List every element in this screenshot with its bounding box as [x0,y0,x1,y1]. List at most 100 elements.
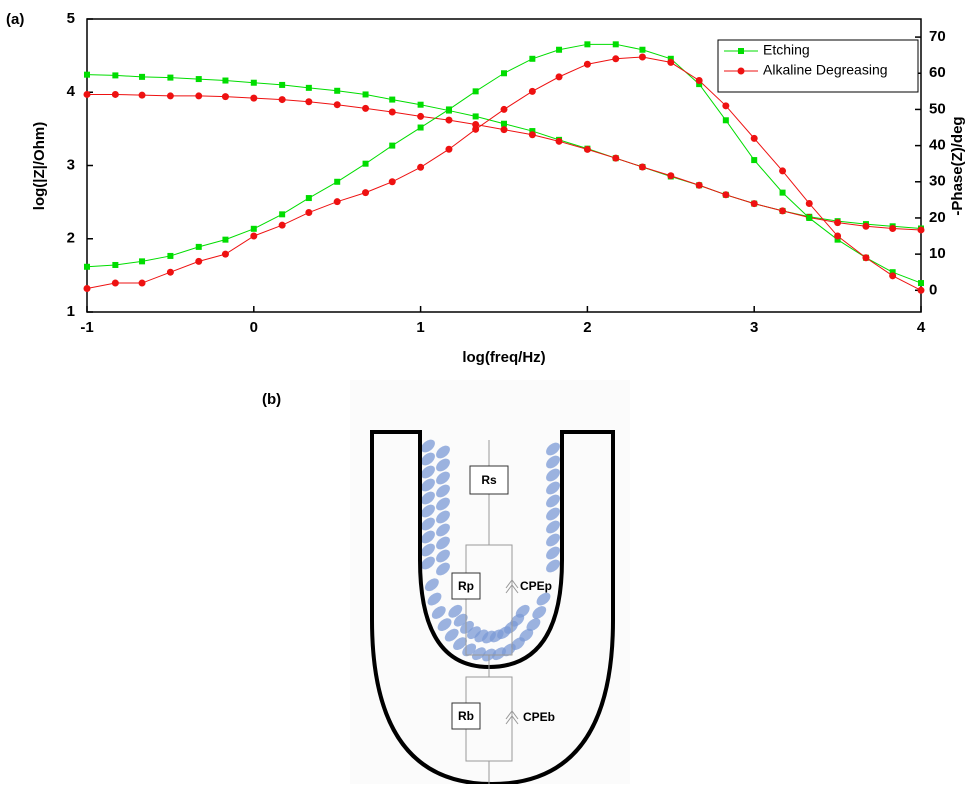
marker [722,102,730,110]
cpe-label: CPEp [520,579,552,593]
marker [279,81,286,88]
particle [436,536,450,550]
marker [529,128,536,135]
resistor-label: Rb [458,709,474,723]
marker [278,221,286,229]
particle [546,559,560,573]
particle [546,468,560,482]
y2-tick-label: 40 [929,137,946,154]
marker [667,172,675,180]
marker [583,60,591,68]
marker [834,219,842,227]
marker [388,108,396,116]
particles [421,439,560,662]
y2-axis-label: -Phase(Z)/deg [949,116,966,215]
marker [612,41,619,48]
cpe-symbol [505,584,519,594]
marker [195,243,202,250]
resistor-label: Rs [481,473,497,487]
marker [667,58,675,66]
marker [889,272,897,280]
particle [436,549,450,563]
cpe-symbol [505,710,519,720]
marker [805,199,813,207]
x-tick-label: 0 [250,319,258,336]
particle [546,455,560,469]
particle [546,442,560,456]
marker [417,101,424,108]
particle [421,517,435,531]
particle [421,478,435,492]
particle [536,592,551,606]
y-axis-label: log(|Z|/Ohm) [31,122,48,210]
marker [221,93,229,101]
marker [472,120,480,128]
marker [695,181,703,189]
marker [584,41,591,48]
marker [667,55,674,62]
x-tick-label: 2 [583,319,591,336]
marker [862,222,870,230]
marker [139,73,146,80]
pore-wall [370,430,615,787]
marker [84,71,90,78]
x-tick-label: -1 [80,319,93,336]
legend-marker [738,48,744,54]
resistor-label: Rp [458,579,474,593]
cpe-symbol [505,715,519,725]
particle [437,618,452,632]
marker [445,145,453,153]
marker [112,72,119,79]
particle [546,533,560,547]
particle [436,562,450,576]
marker [917,286,925,294]
cpe-symbol [505,579,519,589]
particle [546,507,560,521]
marker [612,55,620,63]
marker [362,104,370,112]
particle [515,604,530,618]
marker [111,90,119,98]
marker [362,91,369,98]
y-tick-label: 2 [67,230,75,247]
particle [546,494,560,508]
marker [696,81,703,88]
marker [334,87,341,94]
y2-tick-label: 70 [929,28,946,45]
marker [222,77,229,84]
marker [834,236,841,243]
x-tick-label: 3 [750,319,758,336]
marker [472,113,479,120]
marker [529,55,536,62]
particle [436,523,450,537]
marker [221,250,229,258]
marker [195,76,202,83]
legend-marker [737,67,745,75]
particle [427,592,442,606]
particle [546,481,560,495]
y2-tick-label: 0 [929,281,937,298]
marker [639,46,646,53]
marker [555,137,563,145]
marker [250,225,257,232]
legend-box [717,39,919,93]
marker [333,198,341,206]
particle [448,604,463,618]
marker [362,189,370,197]
marker [362,160,369,167]
legend-label: Alkaline Degreasing [763,62,888,78]
marker [501,120,507,127]
particle [436,471,450,485]
particle [526,618,541,632]
resistor-box [469,465,509,495]
y-tick-label: 5 [67,10,75,27]
marker [555,73,563,81]
particle [421,556,435,570]
marker [417,124,424,131]
marker [279,211,286,218]
marker [779,207,787,215]
marker [166,268,174,276]
marker [500,126,508,134]
marker [806,214,813,221]
